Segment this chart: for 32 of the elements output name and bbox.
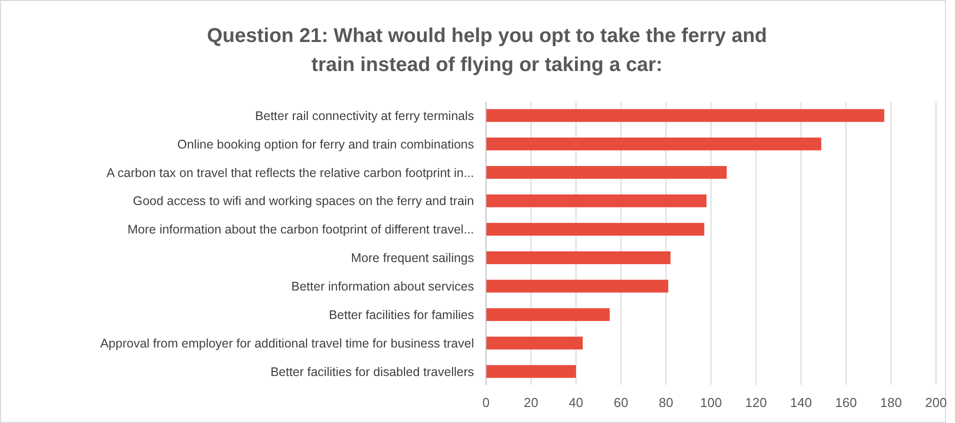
x-tick-label: 180: [880, 395, 902, 410]
y-tick-label: More frequent sailings: [351, 251, 474, 266]
bar: [486, 365, 576, 378]
y-tick-label: Better facilities for disabled travellers: [270, 364, 474, 379]
y-tick-label: A carbon tax on travel that reflects the relative carbon footprint in...: [106, 166, 474, 180]
y-tick-label: Better rail connectivity at ferry terminals: [255, 108, 474, 123]
x-tick-label: 40: [568, 395, 584, 410]
x-tick-label: 120: [745, 395, 767, 410]
x-tick-label: 60: [614, 395, 628, 410]
y-tick-label: Online booking option for ferry and train combinations: [177, 137, 474, 152]
x-tick-label: 160: [835, 395, 857, 410]
x-tick-label: 80: [658, 395, 674, 410]
bar: [486, 280, 668, 293]
x-tick-label: 20: [524, 395, 538, 410]
chart-title: Question 21: What would help you opt to take the ferry and train instead of flying or taking a car:: [206, 25, 768, 76]
y-tick-label: Approval from employer for additional travel time for business travel: [100, 336, 474, 350]
bar: [486, 194, 706, 208]
bar: [486, 336, 583, 350]
x-tick-label: 200: [925, 395, 947, 410]
bar: [486, 222, 704, 236]
y-tick-label: More information about the carbon footprint of different travel...: [128, 222, 474, 237]
bar: [486, 251, 670, 264]
bar: [486, 308, 610, 322]
bar: [486, 109, 884, 122]
x-tick-label: 0: [482, 395, 490, 410]
bar: [486, 138, 822, 150]
x-tick-label: 140: [790, 395, 812, 410]
bar: [486, 166, 727, 179]
x-tick-label: 100: [700, 395, 722, 410]
y-tick-label: Good access to wifi and working spaces on the ferry and train: [132, 194, 474, 208]
y-tick-label: Better information about services: [291, 280, 474, 294]
y-tick-label: Better facilities for families: [328, 308, 474, 322]
